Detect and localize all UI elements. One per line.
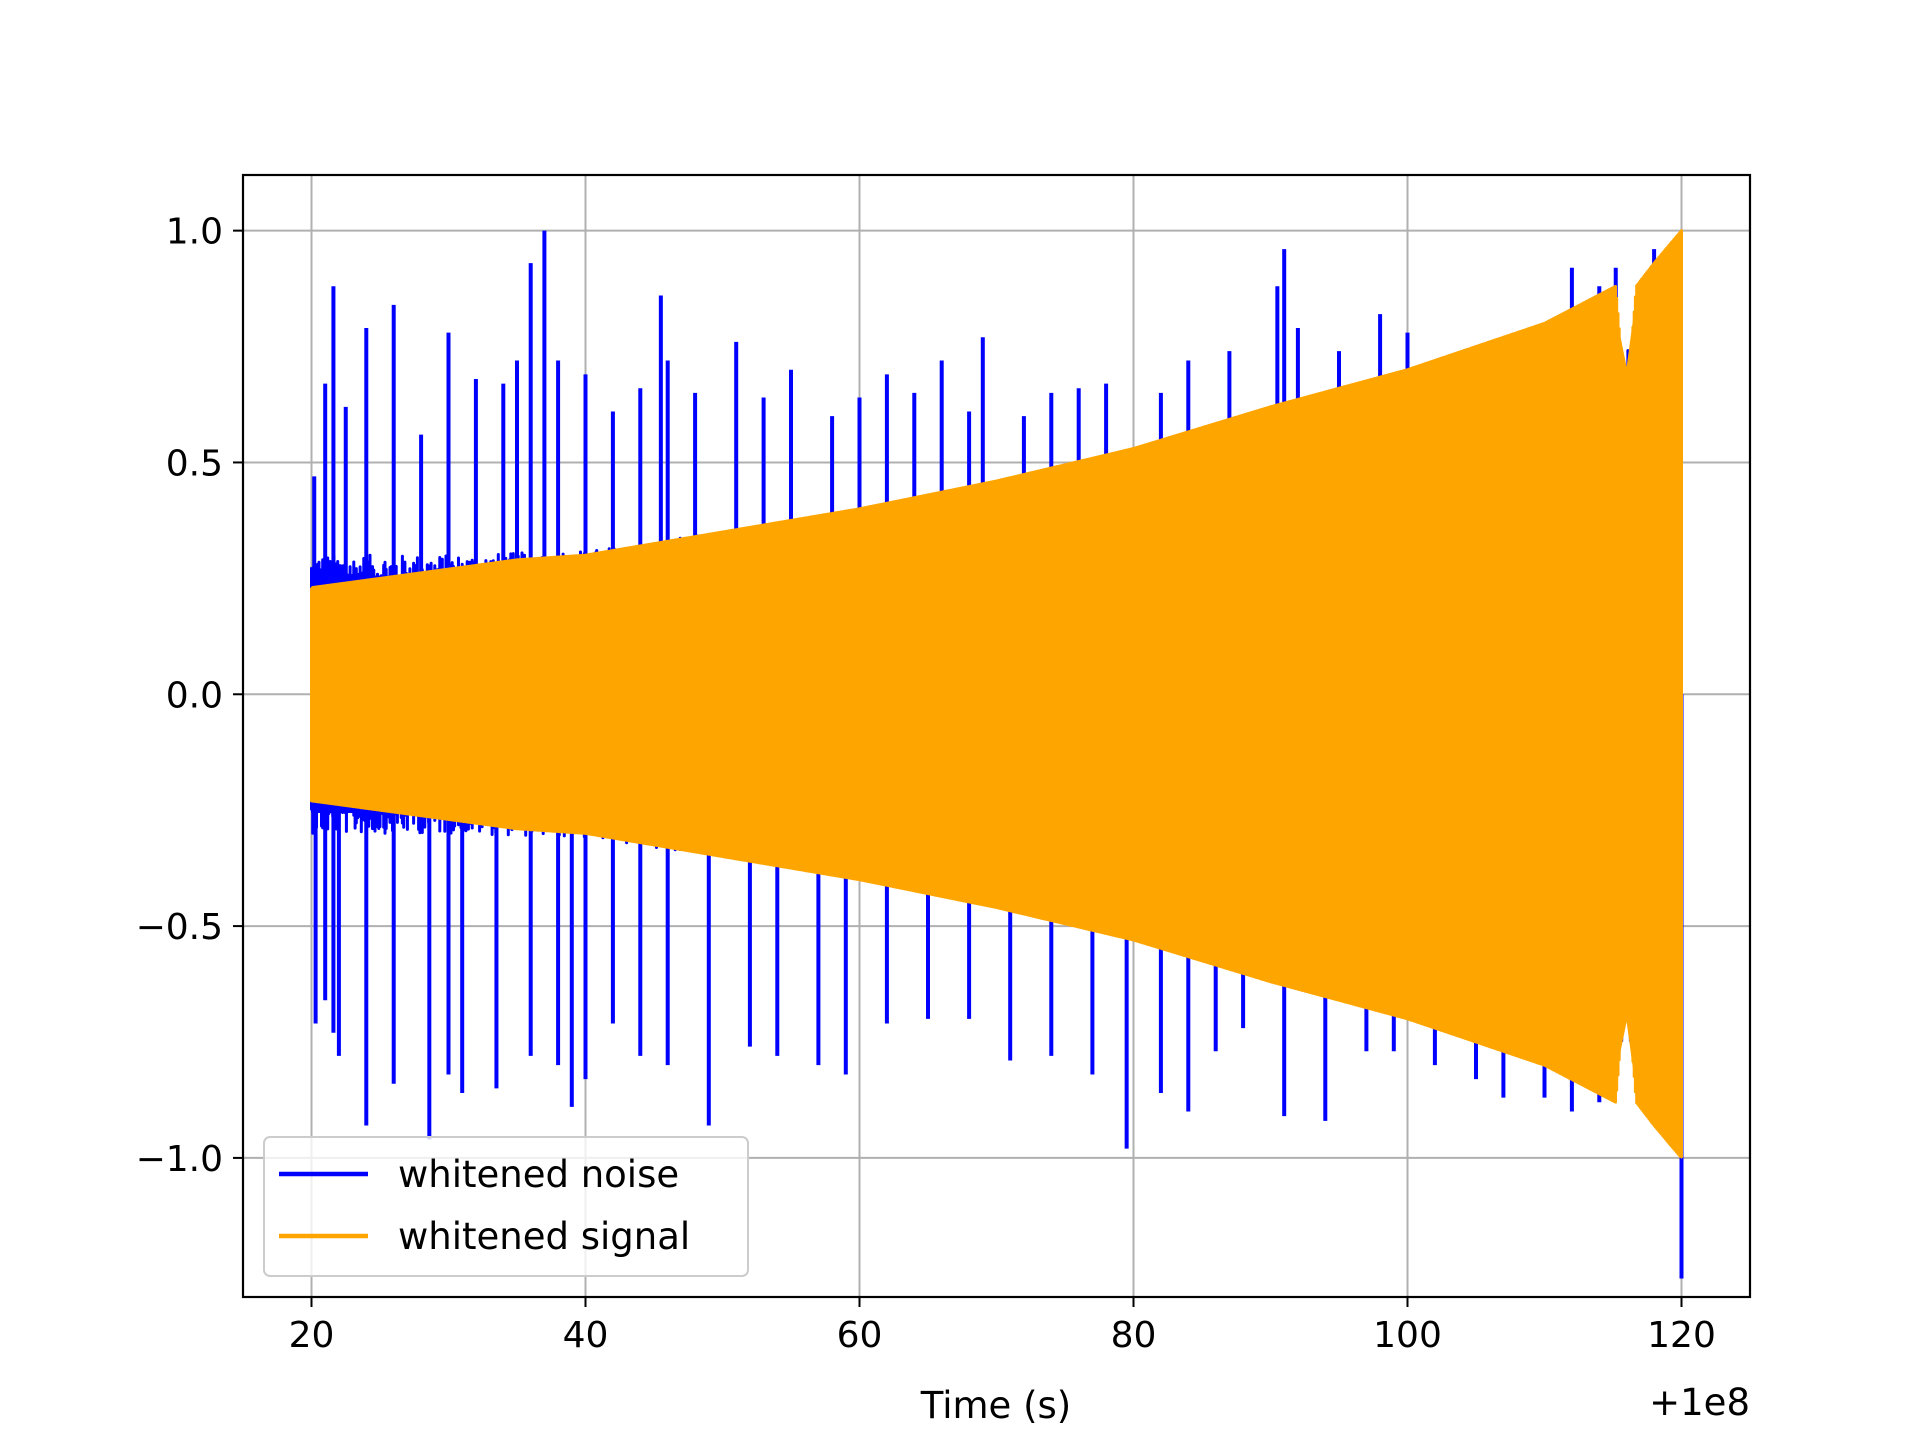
x-axis-offset-label: +1e8 — [1649, 1381, 1750, 1424]
legend-label-noise: whitened noise — [398, 1153, 679, 1196]
x-tick-label: 40 — [563, 1315, 609, 1356]
y-tick-label: 0.5 — [166, 443, 223, 484]
x-tick-label: 20 — [289, 1315, 335, 1356]
y-tick-label: −1.0 — [136, 1139, 223, 1180]
axis-ticks: 20 40 60 80 100 120 1.0 0.5 0.0 −0.5 −1.0 — [136, 212, 1716, 1356]
plot-frame — [241, 173, 1752, 1299]
y-tick-label: 1.0 — [166, 212, 223, 253]
x-tick-label: 100 — [1373, 1315, 1442, 1356]
x-tick-label: 80 — [1111, 1315, 1157, 1356]
series-whitened-signal — [310, 229, 1683, 1160]
series-layer — [310, 229, 1684, 1279]
x-tick-label: 120 — [1647, 1315, 1716, 1356]
legend: whitened noise whitened signal — [263, 1136, 749, 1277]
legend-label-signal: whitened signal — [398, 1215, 690, 1258]
x-tick-label: 60 — [837, 1315, 883, 1356]
y-tick-label: −0.5 — [136, 907, 223, 948]
x-axis-label: Time (s) — [920, 1384, 1071, 1427]
y-tick-label: 0.0 — [166, 675, 223, 716]
series-core — [311, 229, 1682, 1160]
legend-frame — [263, 1136, 749, 1277]
